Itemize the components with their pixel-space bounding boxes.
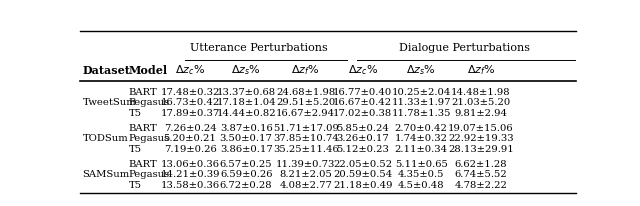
Text: BART: BART: [129, 123, 157, 132]
Text: Dialogue Perturbations: Dialogue Perturbations: [399, 43, 530, 53]
Text: 5.20±0.21: 5.20±0.21: [164, 134, 216, 143]
Text: 4.5±0.48: 4.5±0.48: [398, 180, 445, 189]
Text: 14.44±0.82: 14.44±0.82: [216, 108, 276, 117]
Text: 16.77±0.40: 16.77±0.40: [333, 88, 392, 97]
Text: Pegasus: Pegasus: [129, 134, 170, 143]
Text: 5.11±0.65: 5.11±0.65: [395, 159, 448, 168]
Text: 13.58±0.36: 13.58±0.36: [161, 180, 220, 189]
Text: $\Delta z_s\%$: $\Delta z_s\%$: [406, 63, 436, 77]
Text: 4.78±2.22: 4.78±2.22: [454, 180, 508, 189]
Text: 5.12±0.23: 5.12±0.23: [336, 144, 389, 153]
Text: T5: T5: [129, 144, 141, 153]
Text: Pegasus: Pegasus: [129, 169, 170, 178]
Text: 8.21±2.05: 8.21±2.05: [279, 169, 332, 178]
Text: 17.89±0.37: 17.89±0.37: [161, 108, 220, 117]
Text: $\Delta z_f\%$: $\Delta z_f\%$: [291, 63, 320, 77]
Text: $\Delta z_c\%$: $\Delta z_c\%$: [175, 63, 205, 77]
Text: 7.19±0.26: 7.19±0.26: [164, 144, 216, 153]
Text: 6.57±0.25: 6.57±0.25: [220, 159, 273, 168]
Text: $\Delta z_c\%$: $\Delta z_c\%$: [348, 63, 378, 77]
Text: BART: BART: [129, 88, 157, 97]
Text: 6.62±1.28: 6.62±1.28: [454, 159, 507, 168]
Text: 5.85±0.24: 5.85±0.24: [336, 123, 389, 132]
Text: 1.74±0.32: 1.74±0.32: [395, 134, 448, 143]
Text: 17.48±0.32: 17.48±0.32: [161, 88, 220, 97]
Text: 24.68±1.98: 24.68±1.98: [276, 88, 335, 97]
Text: 14.21±0.39: 14.21±0.39: [161, 169, 220, 178]
Text: 17.18±1.04: 17.18±1.04: [216, 98, 276, 107]
Text: 11.33±1.97: 11.33±1.97: [392, 98, 451, 107]
Text: 16.73±0.42: 16.73±0.42: [161, 98, 220, 107]
Text: Model: Model: [129, 64, 168, 75]
Text: 11.78±1.35: 11.78±1.35: [392, 108, 451, 117]
Text: 2.70±0.42: 2.70±0.42: [395, 123, 448, 132]
Text: T5: T5: [129, 180, 141, 189]
Text: 2.11±0.34: 2.11±0.34: [395, 144, 448, 153]
Text: 28.13±29.91: 28.13±29.91: [448, 144, 514, 153]
Text: T5: T5: [129, 108, 141, 117]
Text: 51.71±17.09: 51.71±17.09: [273, 123, 339, 132]
Text: Utterance Perturbations: Utterance Perturbations: [189, 43, 328, 53]
Text: 6.72±0.28: 6.72±0.28: [220, 180, 273, 189]
Text: Dataset: Dataset: [83, 64, 131, 75]
Text: 6.59±0.26: 6.59±0.26: [220, 169, 273, 178]
Text: 16.67±0.42: 16.67±0.42: [333, 98, 392, 107]
Text: 17.02±0.38: 17.02±0.38: [333, 108, 392, 117]
Text: 13.37±0.68: 13.37±0.68: [216, 88, 276, 97]
Text: 22.92±19.33: 22.92±19.33: [448, 134, 513, 143]
Text: 10.25±2.04: 10.25±2.04: [392, 88, 451, 97]
Text: 21.18±0.49: 21.18±0.49: [333, 180, 392, 189]
Text: 4.08±2.77: 4.08±2.77: [279, 180, 332, 189]
Text: 19.07±15.06: 19.07±15.06: [448, 123, 513, 132]
Text: 16.67±2.94: 16.67±2.94: [276, 108, 335, 117]
Text: SAMSum: SAMSum: [83, 169, 130, 178]
Text: 3.50±0.17: 3.50±0.17: [220, 134, 273, 143]
Text: 13.06±0.36: 13.06±0.36: [161, 159, 220, 168]
Text: 3.26±0.17: 3.26±0.17: [337, 134, 389, 143]
Text: 20.59±0.54: 20.59±0.54: [333, 169, 392, 178]
Text: TweetSum: TweetSum: [83, 98, 136, 107]
Text: 3.86±0.17: 3.86±0.17: [220, 144, 273, 153]
Text: 21.03±5.20: 21.03±5.20: [451, 98, 510, 107]
Text: BART: BART: [129, 159, 157, 168]
Text: 22.05±0.52: 22.05±0.52: [333, 159, 392, 168]
Text: 9.81±2.94: 9.81±2.94: [454, 108, 508, 117]
Text: 14.48±1.98: 14.48±1.98: [451, 88, 511, 97]
Text: 35.25±11.46: 35.25±11.46: [273, 144, 339, 153]
Text: 6.74±5.52: 6.74±5.52: [454, 169, 507, 178]
Text: 29.51±5.20: 29.51±5.20: [276, 98, 335, 107]
Text: $\Delta z_f\%$: $\Delta z_f\%$: [467, 63, 495, 77]
Text: TODSum: TODSum: [83, 134, 128, 143]
Text: 3.87±0.16: 3.87±0.16: [220, 123, 273, 132]
Text: 7.26±0.24: 7.26±0.24: [164, 123, 216, 132]
Text: Pegasus: Pegasus: [129, 98, 170, 107]
Text: 37.85±10.74: 37.85±10.74: [273, 134, 339, 143]
Text: 11.39±0.73: 11.39±0.73: [276, 159, 335, 168]
Text: 4.35±0.5: 4.35±0.5: [398, 169, 445, 178]
Text: $\Delta z_s\%$: $\Delta z_s\%$: [231, 63, 261, 77]
